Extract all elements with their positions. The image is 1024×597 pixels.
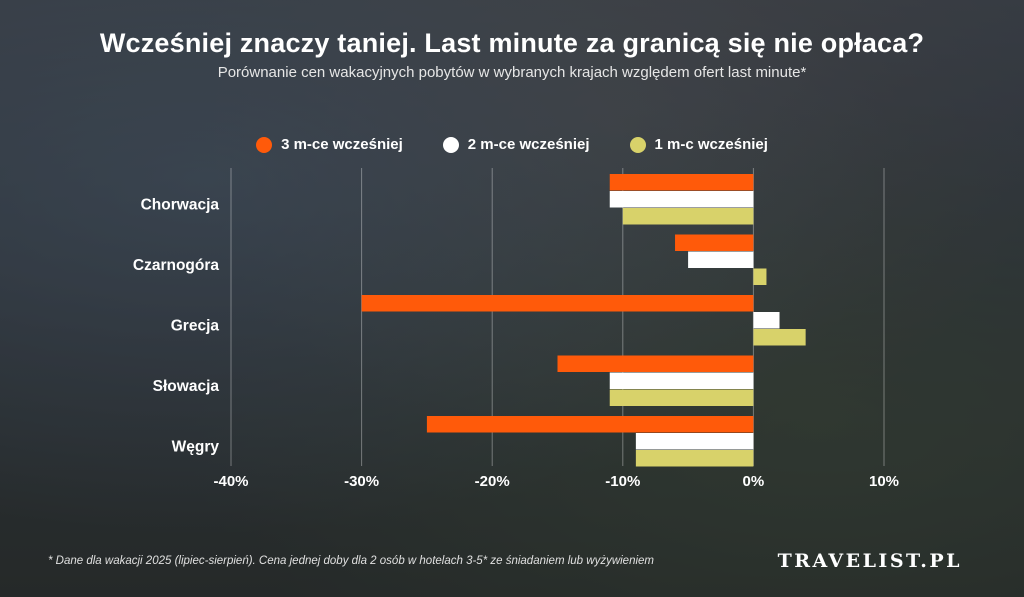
x-tick-label: -30% — [344, 473, 379, 490]
bar-1 — [426, 416, 754, 433]
bar-3 — [753, 329, 806, 346]
category-label: Słowacja — [153, 378, 220, 395]
footnote: * Dane dla wakacji 2025 (lipiec-sierpień… — [48, 555, 655, 567]
bars — [361, 174, 806, 467]
legend-item-series1: 3 m-ce wcześniej — [256, 136, 403, 153]
category-label: Węgry — [172, 439, 220, 456]
bar-2 — [609, 372, 754, 389]
category-label: Czarnogóra — [133, 257, 220, 274]
bar-1 — [675, 234, 754, 251]
legend-label-series2: 2 m-ce wcześniej — [467, 136, 590, 153]
bar-1 — [361, 295, 754, 312]
chart-subtitle: Porównanie cen wakacyjnych pobytów w wyb… — [217, 64, 807, 81]
legend-label-series3: 1 m-c wcześniej — [654, 136, 768, 153]
legend-dot-series1 — [256, 136, 273, 153]
category-label: Grecja — [171, 318, 220, 335]
bar-3 — [753, 268, 767, 285]
category-labels: Chorwacja Czarnogóra Grecja Słowacja Węgry — [133, 197, 220, 456]
legend-dot-series2 — [442, 136, 459, 153]
x-tick-label: 10% — [869, 473, 899, 490]
bar-3 — [635, 450, 754, 467]
legend-item-series2: 2 m-ce wcześniej — [442, 136, 590, 153]
x-tick-labels: -40% -30% -20% -10% 0% 10% — [213, 473, 899, 490]
bar-1 — [609, 174, 754, 191]
bar-2 — [635, 433, 754, 450]
bar-3 — [609, 389, 754, 406]
chart-title: Wcześniej znaczy taniej. Last minute za … — [99, 28, 925, 58]
x-tick-label: -40% — [213, 473, 248, 490]
x-tick-label: 0% — [743, 473, 765, 490]
category-label: Chorwacja — [141, 197, 220, 214]
bar-2 — [753, 312, 780, 329]
bar-3 — [622, 208, 754, 225]
bar-2 — [688, 251, 754, 268]
legend-dot-series3 — [629, 136, 646, 153]
bar-1 — [557, 355, 754, 372]
brand-logo: TRAVELIST.PL — [777, 550, 962, 572]
legend: 3 m-ce wcześniej 2 m-ce wcześniej 1 m-c … — [0, 136, 1024, 153]
x-tick-label: -20% — [475, 473, 510, 490]
bar-2 — [609, 191, 754, 208]
legend-item-series3: 1 m-c wcześniej — [629, 136, 768, 153]
x-tick-label: -10% — [605, 473, 640, 490]
legend-label-series1: 3 m-ce wcześniej — [281, 136, 403, 153]
